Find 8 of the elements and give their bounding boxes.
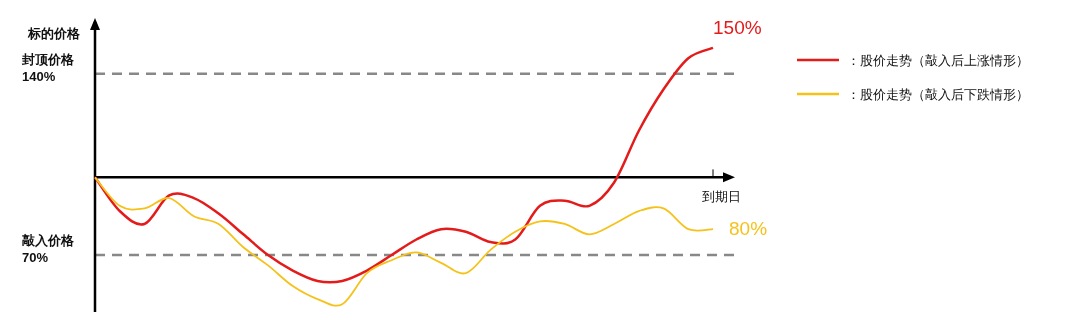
legend-label: ：股价走势（敲入后上涨情形） [847,53,1029,68]
data-label: 80% [729,218,768,240]
y-axis-title: 标的价格 [27,26,81,41]
legend-label: ：股价走势（敲入后下跌情形） [847,87,1029,102]
data-label: 150% [713,16,762,38]
x-axis-title: 到期日 [701,189,741,205]
ref-line-label: 敲入价格 70% [22,233,75,266]
ref-line-label: 封顶价格 140% [21,51,75,84]
